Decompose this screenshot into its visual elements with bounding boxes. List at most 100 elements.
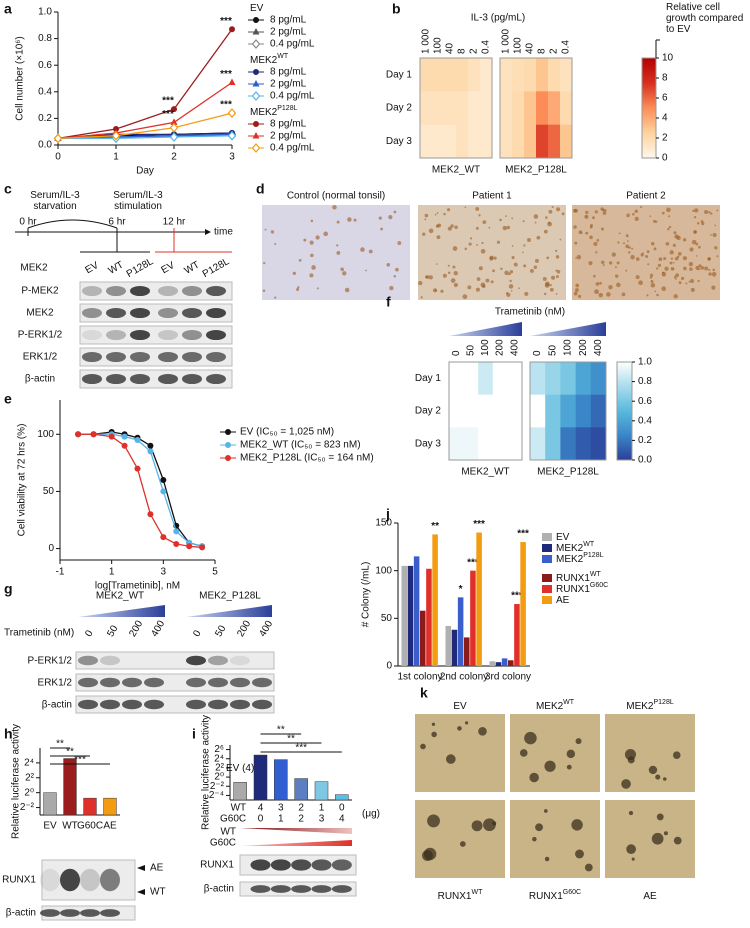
ihc-stain — [546, 256, 550, 260]
y-tick-label: 0.6 — [38, 60, 52, 71]
legend-label-main: MEK2 — [556, 554, 584, 565]
column-label: 1 000 — [501, 29, 512, 54]
image-label-sup: WT — [563, 699, 575, 706]
bar — [233, 782, 247, 801]
blot-band — [158, 373, 178, 385]
heatmap-title: IL-3 (pg/mL) — [471, 13, 525, 24]
ihc-stain — [673, 294, 678, 299]
ihc-stain — [618, 232, 621, 235]
amount-label: 2 — [298, 814, 304, 825]
legend-label: 0.4 pg/mL — [270, 91, 315, 102]
ihc-stain — [513, 262, 518, 267]
ihc-stain — [675, 273, 679, 278]
amount-label: 2 — [298, 803, 304, 814]
column-label: 200 — [578, 339, 589, 356]
blot-band — [186, 677, 206, 688]
blot-band — [252, 677, 272, 688]
blot-band — [182, 307, 202, 319]
ihc-stain — [689, 247, 694, 252]
heat-cell — [536, 91, 549, 125]
ihc-stain — [670, 257, 674, 260]
panel-label: a — [4, 1, 12, 17]
colony — [584, 863, 593, 872]
ihc-stain — [542, 276, 547, 281]
ihc-stain — [548, 209, 553, 214]
legend-group-sup: P128L — [277, 105, 297, 112]
heat-cell — [548, 124, 561, 159]
heat-cell — [468, 91, 481, 125]
ihc-stain — [650, 280, 654, 284]
heat-cell — [432, 91, 445, 125]
x-tick-label: 3 — [161, 567, 167, 578]
colony — [446, 754, 456, 764]
point — [225, 429, 231, 435]
point — [75, 431, 82, 438]
ihc-stain — [584, 215, 587, 217]
ihc-stain — [698, 264, 702, 268]
ihc-stain — [442, 273, 447, 278]
blot-band — [130, 307, 150, 319]
colorbar — [641, 57, 657, 159]
legend-group-main: MEK2 — [250, 107, 278, 118]
time-label: 12 hr — [163, 217, 186, 228]
point — [171, 106, 177, 113]
heat-cell — [480, 58, 493, 92]
legend-swatch — [542, 585, 552, 593]
heat-cell — [492, 394, 508, 428]
point — [227, 130, 237, 141]
ihc-stain — [668, 215, 671, 218]
ihc-stain — [435, 224, 440, 228]
ihc-stain — [323, 231, 328, 237]
point — [160, 534, 167, 541]
point — [147, 442, 154, 449]
heat-frame — [448, 361, 523, 461]
ihc-stain — [675, 278, 677, 280]
blot-band — [230, 677, 250, 688]
heat-cell — [560, 124, 573, 159]
colony — [631, 857, 635, 861]
image-label-sup: P128L — [653, 699, 673, 706]
heat-cell — [420, 58, 433, 92]
legend-swatch — [542, 544, 552, 552]
ihc-stain — [592, 216, 595, 220]
point — [108, 433, 115, 440]
bar — [476, 532, 482, 666]
ihc-stain — [712, 268, 715, 272]
heat-cell — [480, 124, 493, 159]
colorbar-label: 0.2 — [638, 435, 652, 446]
ihc-stain — [695, 255, 698, 257]
ihc-stain — [440, 289, 444, 293]
point — [169, 122, 179, 133]
ihc-stain — [669, 261, 673, 265]
row-label: Day 2 — [386, 103, 413, 114]
ihc-stain — [450, 224, 454, 228]
ihc-stain — [555, 249, 558, 252]
blot-band — [78, 699, 98, 710]
column-label: 100 — [563, 339, 574, 356]
colony — [566, 749, 576, 759]
ihc-stain — [360, 247, 365, 252]
colony — [431, 722, 436, 726]
x-tick-label: 2 — [171, 152, 177, 163]
amount-label: 1 — [319, 803, 325, 814]
ihc-stain — [311, 265, 316, 270]
bar — [274, 759, 288, 801]
legend-label-sup: WT — [590, 571, 602, 578]
ihc-stain — [649, 215, 652, 218]
ihc-stain — [575, 288, 579, 293]
y-tick-label: 100 — [37, 429, 54, 440]
blot-band — [130, 285, 150, 297]
ihc-stain — [270, 230, 275, 234]
heat-cell — [575, 362, 592, 395]
ihc-stain — [695, 242, 699, 246]
ihc-stain — [555, 292, 558, 295]
panel-label: j — [385, 506, 390, 522]
x-tick-label: WT — [62, 821, 78, 832]
ihc-stain — [536, 235, 541, 240]
ihc-stain — [574, 241, 578, 245]
ihc-stain — [389, 285, 394, 291]
ihc-image — [572, 205, 720, 300]
ihc-stain — [336, 244, 339, 247]
heat-cell — [492, 362, 508, 395]
image-label-main: EV — [453, 701, 467, 712]
